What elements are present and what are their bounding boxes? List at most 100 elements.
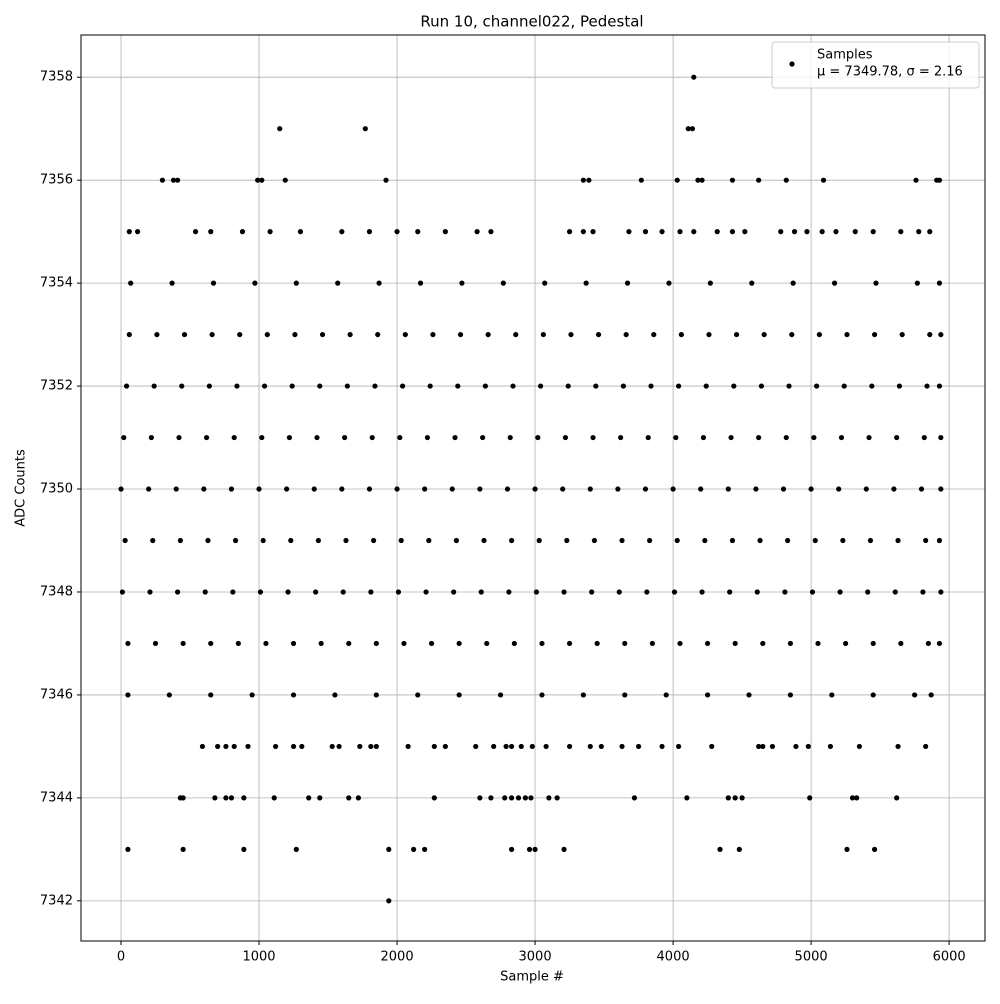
data-point: [790, 280, 796, 286]
data-point: [386, 846, 392, 852]
data-point: [928, 692, 934, 698]
data-point: [703, 383, 709, 389]
data-point: [256, 486, 262, 492]
data-point: [589, 589, 595, 595]
data-point: [398, 537, 404, 544]
data-point: [150, 537, 156, 544]
data-point: [212, 795, 218, 801]
x-tick-label: 1000: [242, 950, 275, 965]
data-point: [732, 795, 738, 801]
data-point: [397, 434, 403, 441]
data-point: [373, 640, 379, 647]
data-point: [395, 589, 402, 595]
data-point: [595, 331, 602, 338]
data-point: [756, 743, 762, 750]
data-point: [871, 846, 878, 852]
data-point: [676, 383, 682, 389]
data-point: [506, 589, 512, 595]
data-point: [685, 126, 691, 132]
data-point: [263, 640, 269, 647]
data-point: [215, 743, 221, 750]
data-point: [921, 434, 927, 441]
data-point: [231, 743, 237, 750]
data-point: [870, 692, 876, 698]
y-tick-label: 7346: [40, 687, 73, 702]
data-point: [586, 177, 592, 183]
data-point: [424, 434, 431, 441]
data-point: [306, 795, 312, 801]
data-point: [239, 229, 246, 235]
data-point: [785, 537, 791, 544]
data-point: [936, 177, 943, 183]
data-point: [235, 640, 241, 647]
data-point: [789, 331, 795, 338]
data-point: [871, 331, 878, 338]
data-point: [618, 434, 624, 441]
data-point: [671, 589, 678, 595]
data-point: [202, 589, 208, 595]
data-point: [372, 383, 378, 389]
data-point: [852, 229, 858, 235]
data-point: [562, 434, 569, 441]
data-point: [863, 486, 869, 492]
data-point: [510, 383, 516, 389]
data-point: [417, 280, 424, 286]
y-tick-label: 7354: [40, 276, 73, 291]
data-point: [528, 795, 534, 801]
data-point: [210, 280, 217, 286]
data-point: [249, 692, 255, 698]
data-point: [565, 383, 571, 389]
data-point: [580, 692, 586, 698]
data-point: [809, 589, 816, 595]
data-point: [318, 640, 324, 647]
data-point: [838, 434, 845, 441]
plot-frame: [80, 34, 986, 942]
data-point: [411, 846, 417, 852]
data-point: [311, 486, 317, 492]
data-point: [598, 743, 604, 750]
data-point: [442, 743, 448, 750]
data-point: [787, 640, 793, 647]
data-point: [700, 434, 707, 441]
data-point: [870, 229, 876, 235]
data-point: [780, 486, 787, 492]
data-point: [332, 692, 338, 698]
data-point: [422, 846, 428, 852]
data-point: [484, 640, 490, 647]
data-point: [812, 537, 818, 544]
data-point: [923, 743, 929, 750]
data-point: [791, 229, 798, 235]
data-point: [121, 434, 127, 441]
data-point: [691, 74, 697, 80]
data-point: [474, 229, 480, 235]
data-point: [918, 486, 925, 492]
data-point: [622, 692, 628, 698]
data-point: [255, 177, 261, 183]
data-point: [513, 331, 519, 338]
data-point: [394, 229, 400, 235]
data-point: [914, 280, 920, 286]
data-point: [343, 537, 349, 544]
data-point: [936, 537, 943, 544]
data-point: [299, 743, 305, 750]
data-point: [936, 640, 943, 647]
data-point: [442, 229, 448, 235]
data-point: [346, 795, 352, 801]
data-point: [677, 229, 683, 235]
data-point: [731, 383, 737, 389]
data-point: [277, 126, 283, 132]
data-point: [264, 331, 270, 338]
data-point: [286, 434, 293, 441]
data-point: [126, 229, 132, 235]
data-point: [228, 795, 235, 801]
data-point: [335, 280, 341, 286]
data-point: [329, 743, 335, 750]
data-point: [180, 795, 186, 801]
data-point: [206, 383, 212, 389]
data-point: [223, 795, 229, 801]
data-point: [833, 229, 839, 235]
data-point: [134, 229, 141, 235]
data-point: [480, 434, 486, 441]
data-point: [666, 280, 672, 286]
data-point: [267, 229, 273, 235]
